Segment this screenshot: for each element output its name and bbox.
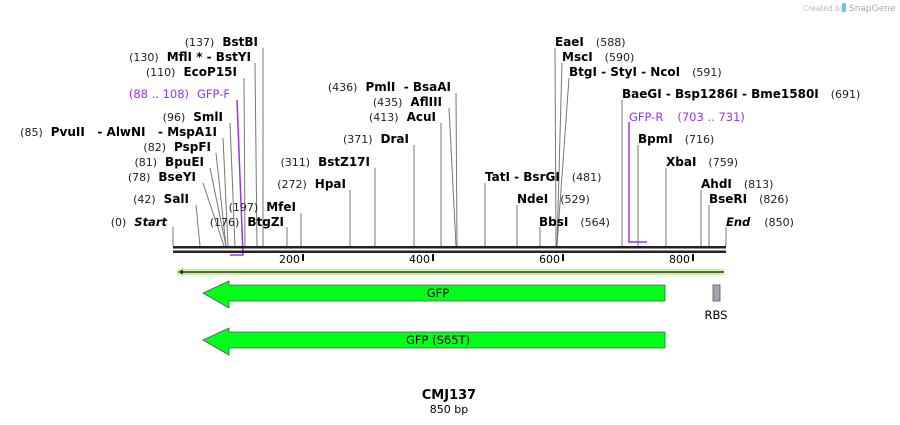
- left-site-labels: (137) BstBI (130) MflI * - BstYI (110) EcoP…: [20, 35, 451, 229]
- site-smli[interactable]: (96) SmlI: [163, 110, 223, 124]
- site-bbsi[interactable]: BbsI (564): [539, 215, 610, 229]
- site-xbai[interactable]: XbaI (759): [666, 155, 738, 169]
- site-end[interactable]: End (850): [726, 215, 794, 229]
- snapgene-logo-icon: [842, 3, 846, 12]
- strand-direction-arrow: [176, 267, 724, 277]
- site-bpuei[interactable]: (81) BpuEI: [134, 155, 204, 169]
- site-drai[interactable]: (371) DraI: [343, 132, 409, 146]
- primer-gfp-f-label[interactable]: (88 .. 108) GFP-F: [129, 87, 230, 101]
- site-baegi[interactable]: BaeGI - Bsp1286I - Bme1580I (691): [622, 87, 860, 101]
- site-btgzi[interactable]: (176) BtgZI: [210, 215, 284, 229]
- right-site-labels: TatI - BsrGI (481) NdeI (529) BbsI (564) Ea…: [485, 35, 860, 229]
- site-ndei[interactable]: NdeI (529): [517, 192, 590, 206]
- site-afliii[interactable]: (435) AflIII: [373, 95, 442, 109]
- watermark-prefix: Created by: [803, 4, 845, 13]
- tick-label: 800: [669, 253, 690, 266]
- site-hpai[interactable]: (272) HpaI: [277, 177, 346, 191]
- tick-label: 200: [279, 253, 300, 266]
- site-bseri[interactable]: BseRI (826): [709, 192, 789, 206]
- feature-rbs-label: RBS: [705, 308, 728, 322]
- site-msci[interactable]: MscI (590): [562, 50, 634, 64]
- site-tati[interactable]: TatI - BsrGI (481): [485, 170, 601, 184]
- site-acui[interactable]: (413) AcuI: [369, 110, 436, 124]
- dna-backbone: [173, 246, 726, 253]
- watermark-brand: SnapGene: [849, 4, 896, 14]
- tick-label: 600: [539, 253, 560, 266]
- site-mfei[interactable]: (197) MfeI: [229, 200, 296, 214]
- site-sali[interactable]: (42) SalI: [133, 192, 189, 206]
- tick-label: 400: [409, 253, 430, 266]
- primer-gfp-r-label[interactable]: GFP-R (703 .. 731): [629, 110, 745, 124]
- cut-site-lines: [172, 47, 727, 247]
- site-bpmi[interactable]: BpmI (716): [638, 132, 714, 146]
- site-pspfi[interactable]: (82) PspFI: [143, 140, 211, 154]
- feature-gfp-s65t[interactable]: GFP (S65T): [202, 327, 666, 356]
- primer-gfp-r-mark[interactable]: [628, 122, 647, 243]
- feature-gfp-s65t-label: GFP (S65T): [406, 333, 470, 347]
- site-start[interactable]: (0) Start: [111, 215, 168, 229]
- site-ahdi[interactable]: AhdI (813): [701, 177, 773, 191]
- ruler-ticks: 200 400 600 800: [279, 253, 694, 266]
- sequence-length: 850 bp: [430, 403, 468, 416]
- feature-gfp[interactable]: GFP: [202, 280, 666, 309]
- feature-rbs[interactable]: RBS: [705, 284, 728, 322]
- site-pmli[interactable]: (436) PmlI - BsaAI: [328, 80, 451, 94]
- site-eaei[interactable]: EaeI (588): [555, 35, 626, 49]
- site-btgi[interactable]: BtgI - StyI - NcoI (591): [569, 65, 722, 79]
- snapgene-watermark: Created by SnapGene: [803, 3, 896, 14]
- site-ecop15i[interactable]: (110) EcoP15I: [146, 65, 237, 79]
- site-bstbi[interactable]: (137) BstBI: [185, 35, 258, 49]
- site-bstz17i[interactable]: (311) BstZ17I: [281, 155, 370, 169]
- site-bseyi[interactable]: (78) BseYI: [128, 170, 196, 184]
- site-pvuii[interactable]: (85) PvuII - AlwNI - MspA1I: [20, 125, 217, 139]
- feature-gfp-label: GFP: [427, 286, 450, 300]
- primer-gfp-f-mark[interactable]: [230, 99, 244, 256]
- sequence-name: CMJ137: [422, 388, 476, 403]
- site-mfli[interactable]: (130) MflI * - BstYI: [129, 50, 251, 64]
